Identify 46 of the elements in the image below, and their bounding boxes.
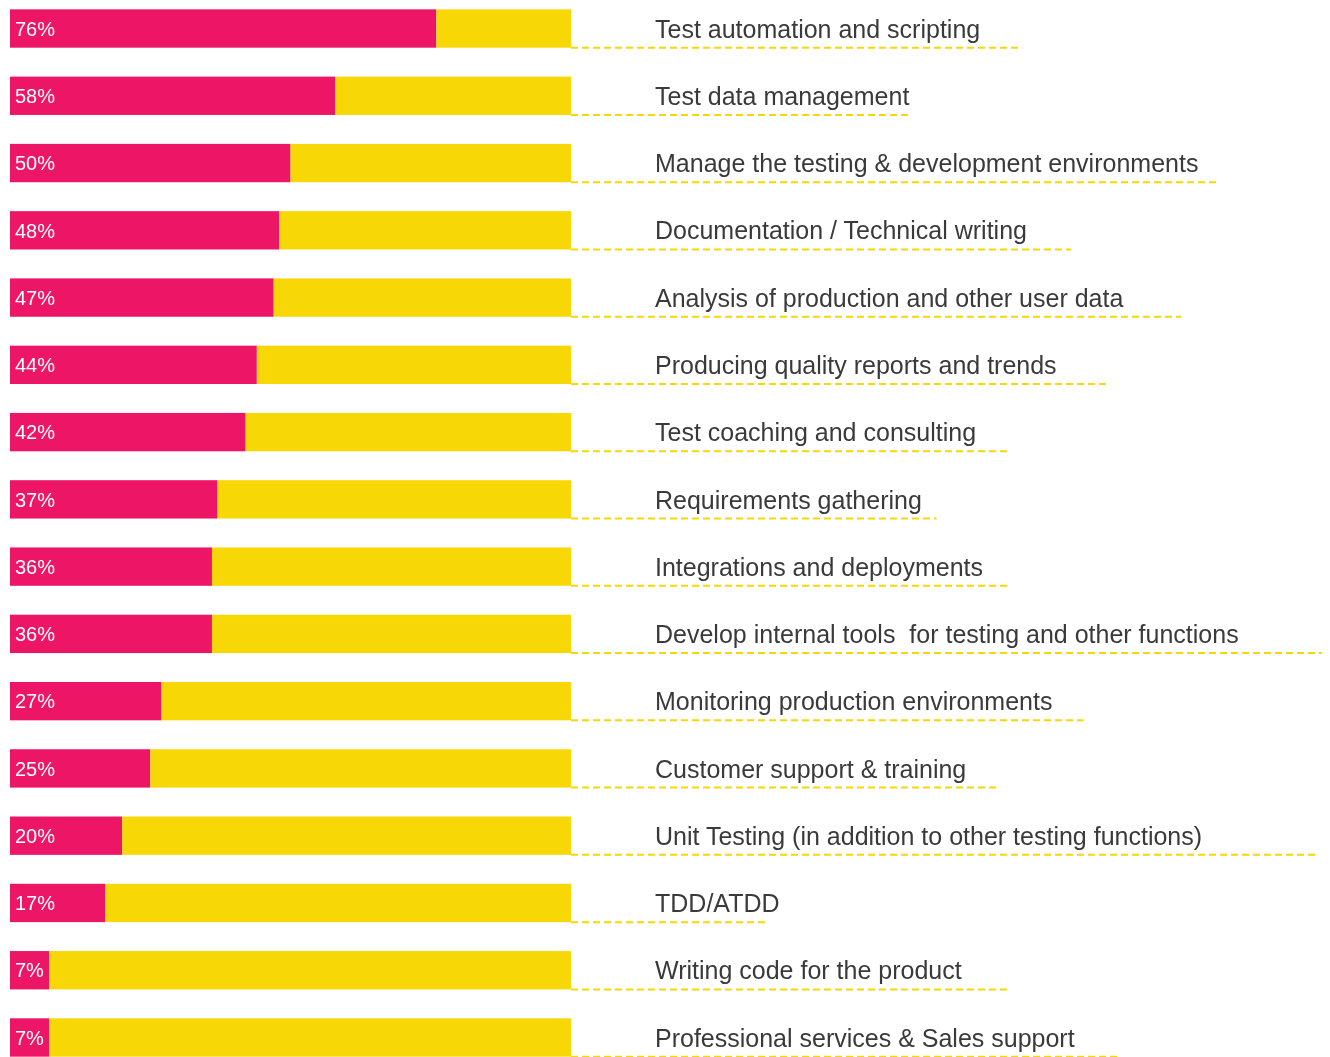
data-label: 7% [15, 1026, 45, 1049]
data-label: 25% [15, 757, 56, 780]
data-label: 36% [15, 623, 56, 646]
bar [10, 345, 257, 385]
bar [10, 547, 212, 586]
data-label: 76% [15, 17, 56, 40]
y-tick-label: Test coaching and consulting [655, 418, 977, 447]
bar [10, 681, 162, 721]
bar [10, 816, 123, 855]
y-tick-label: Monitoring production environments [655, 687, 1053, 716]
data-label: 47% [15, 286, 56, 309]
y-tick-label: Analysis of production and other user data [655, 283, 1124, 312]
data-label: 7% [15, 959, 45, 982]
y-tick-label: Integrations and deployments [655, 552, 983, 581]
y-tick-label: Writing code for the product [655, 956, 962, 985]
y-tick-label: Develop internal tools for testing and other functions [655, 620, 1239, 649]
bar [10, 143, 291, 183]
y-tick-label: TDD/ATDD [655, 889, 780, 918]
data-label: 42% [15, 421, 56, 444]
y-tick-label: Documentation / Technical writing [655, 216, 1027, 245]
data-label: 58% [15, 84, 56, 107]
data-label: 17% [15, 892, 56, 915]
y-tick-label: Manage the testing & development environments [655, 149, 1199, 178]
y-tick-label: Unit Testing (in addition to other testing functions) [655, 821, 1203, 850]
y-tick-label: Customer support & training [655, 754, 967, 783]
bar [10, 412, 246, 452]
data-label: 20% [15, 824, 56, 847]
y-tick-label: Producing quality reports and trends [655, 351, 1057, 380]
y-tick-label: Requirements gathering [655, 485, 922, 514]
bar [10, 749, 151, 788]
bar [10, 883, 106, 923]
data-label: 44% [15, 354, 56, 377]
data-label: 36% [15, 555, 56, 578]
bar [10, 480, 218, 519]
data-label: 48% [15, 219, 56, 242]
bar [10, 9, 437, 48]
data-label: 37% [15, 488, 56, 511]
y-tick-label: Test automation and scripting [655, 14, 981, 43]
bar [10, 211, 280, 250]
bar [10, 614, 212, 654]
data-label: 27% [15, 690, 56, 713]
y-tick-label: Professional services & Sales support [655, 1023, 1075, 1052]
bar [10, 76, 336, 115]
bar [10, 278, 274, 317]
data-label: 50% [15, 152, 56, 175]
y-tick-label: Test data management [655, 81, 910, 110]
